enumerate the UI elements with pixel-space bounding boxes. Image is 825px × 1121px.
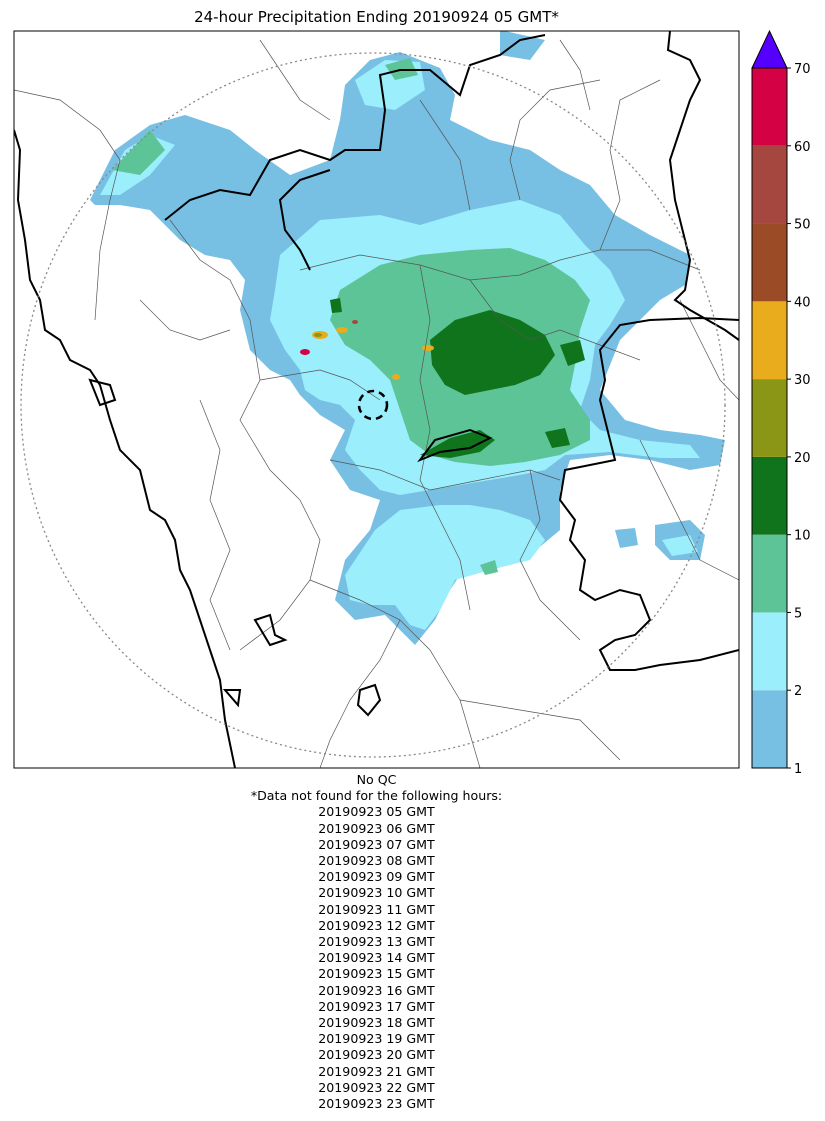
missing-hour-item: 20190923 05 GMT [318,804,435,820]
missing-hour-item: 20190923 06 GMT [318,820,435,836]
missing-hour-item: 20190923 18 GMT [318,1015,435,1031]
colorbar-bin-60-70 [752,68,787,146]
missing-hour-item: 20190923 23 GMT [318,1096,435,1112]
missing-hour-item: 20190923 17 GMT [318,998,435,1014]
colorbar-tick-label: 5 [794,606,802,621]
missing-hour-item: 20190923 19 GMT [318,1031,435,1047]
colorbar-tick-label: 50 [794,218,811,233]
colorbar-bin-40-50 [752,223,787,302]
map-title: 24-hour Precipitation Ending 20190924 05… [194,8,559,26]
precip-10-20 [330,298,585,458]
missing-hour-item: 20190923 13 GMT [318,934,435,950]
colorbar-tick-label: 60 [794,140,811,155]
missing-hour-item: 20190923 21 GMT [318,1063,435,1079]
missing-hour-item: 20190923 16 GMT [318,982,435,998]
missing-hour-item: 20190923 14 GMT [318,950,435,966]
colorbar-tick-label: 1 [794,762,802,777]
colorbar-bin-2-5 [752,612,787,691]
colorbar-tick-label: 70 [794,62,811,77]
missing-hour-item: 20190923 08 GMT [318,853,435,869]
missing-hour-item: 20190923 12 GMT [318,917,435,933]
internal-borders [14,39,739,768]
missing-hour-item: 20190923 20 GMT [318,1047,435,1063]
map-frame [13,30,740,769]
colorbar-bin-5-10 [752,534,787,613]
colorbar-bin-30-40 [752,301,787,380]
colorbar-bin-50-60 [752,145,787,224]
colorbar-bin-20-30 [752,379,787,457]
state-boundaries [14,31,739,768]
qc-note: No QC [356,772,397,787]
radar-site-marker [357,389,389,421]
map-area [14,31,739,768]
colorbar-tick-label: 2 [794,684,802,699]
notes-block: No QC *Data not found for the following … [14,772,739,1112]
colorbar-extend-arrow [751,29,788,69]
missing-hour-item: 20190923 10 GMT [318,885,435,901]
colorbar: 1 2 5 10 20 30 40 50 60 70 [751,29,811,777]
colorbar-bin-10-20 [752,456,787,535]
missing-hours-list: 20190923 05 GMT 20190923 06 GMT 20190923 0… [14,804,739,1112]
missing-hour-item: 20190923 07 GMT [318,836,435,852]
missing-data-header: *Data not found for the following hours: [250,788,503,804]
colorbar-frame [751,67,788,769]
missing-hour-item: 20190923 09 GMT [318,869,435,885]
missing-hour-item: 20190923 15 GMT [318,966,435,982]
colorbar-bin-1-2 [752,690,787,768]
colorbar-tick-label: 20 [794,451,811,466]
colorbar-tick-label: 30 [794,373,811,388]
radar-range-ring [20,52,726,758]
colorbar-tick-label: 10 [794,529,811,544]
missing-hour-item: 20190923 22 GMT [318,1079,435,1095]
missing-hour-item: 20190923 11 GMT [318,901,435,917]
colorbar-tick-label: 40 [794,295,811,310]
